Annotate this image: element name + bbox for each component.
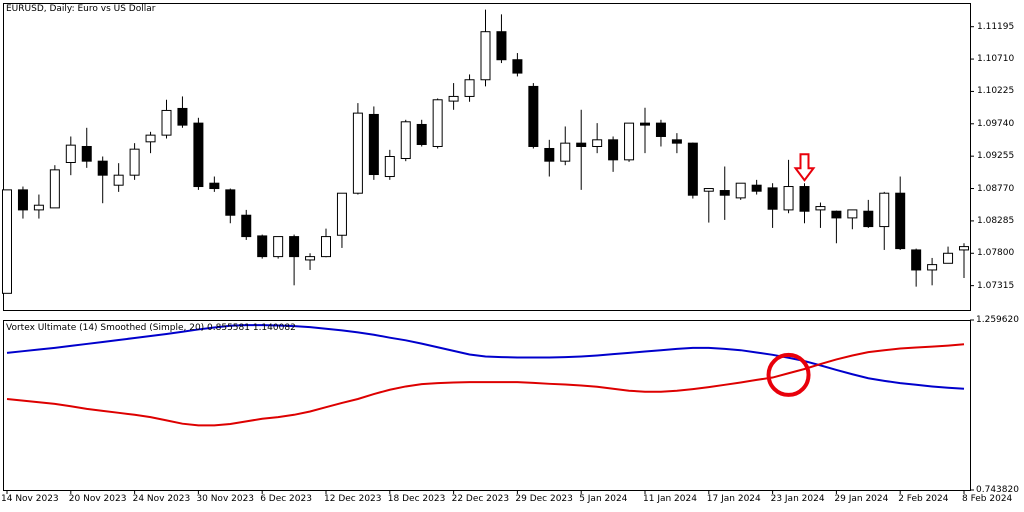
vortex-red-line bbox=[6, 343, 965, 427]
x-tick-label: 22 Dec 2023 bbox=[451, 494, 510, 504]
x-tick-label: 8 Feb 2024 bbox=[962, 494, 1013, 504]
oscillator-panel-frame bbox=[3, 320, 971, 491]
bullish-candle bbox=[33, 204, 44, 211]
bearish-candle bbox=[911, 249, 922, 271]
x-tick-label: 20 Nov 2023 bbox=[68, 494, 127, 504]
bullish-candle bbox=[161, 109, 172, 136]
bullish-candle bbox=[336, 192, 347, 236]
bearish-candle bbox=[544, 147, 555, 162]
x-tick-label: 24 Nov 2023 bbox=[132, 494, 191, 504]
x-tick-label: 29 Jan 2024 bbox=[834, 494, 889, 504]
price-y-tick-label: 1.08285 bbox=[977, 215, 1015, 226]
bullish-candle bbox=[943, 252, 954, 264]
bearish-candle bbox=[225, 189, 236, 216]
bearish-candle bbox=[241, 214, 252, 238]
bullish-candle bbox=[847, 209, 858, 219]
bullish-candle bbox=[113, 174, 124, 186]
bullish-candle bbox=[65, 144, 76, 164]
x-tick-label: 29 Dec 2023 bbox=[515, 494, 573, 504]
bullish-candle bbox=[305, 256, 316, 261]
x-tick-label: 30 Nov 2023 bbox=[196, 494, 255, 504]
bearish-candle bbox=[512, 59, 523, 74]
crossover-circle-icon bbox=[766, 352, 811, 397]
price-y-tick-label: 1.09740 bbox=[977, 118, 1015, 129]
bearish-candle bbox=[368, 113, 379, 176]
bearish-candle bbox=[687, 142, 698, 196]
price-y-tick-label: 1.07800 bbox=[977, 248, 1015, 259]
bearish-candle bbox=[640, 122, 650, 126]
bullish-candle bbox=[480, 31, 491, 81]
price-y-tick-label: 1.10710 bbox=[977, 54, 1015, 65]
x-tick-label: 6 Dec 2023 bbox=[260, 494, 312, 504]
bearish-candle bbox=[177, 107, 188, 126]
bullish-candle bbox=[352, 112, 363, 194]
bearish-candle bbox=[193, 122, 204, 188]
bearish-candle bbox=[496, 31, 507, 61]
price-y-tick-label: 1.07315 bbox=[977, 280, 1015, 291]
x-tick-label: 5 Jan 2024 bbox=[579, 494, 628, 504]
bullish-candle bbox=[735, 182, 746, 199]
bullish-candle bbox=[448, 95, 459, 102]
price-y-tick-label: 1.10225 bbox=[977, 86, 1015, 97]
bearish-candle bbox=[289, 236, 300, 258]
bullish-candle bbox=[145, 134, 156, 143]
bearish-candle bbox=[799, 186, 810, 212]
x-tick-label: 11 Jan 2024 bbox=[643, 494, 697, 504]
bullish-candle bbox=[2, 189, 12, 294]
bullish-candle bbox=[464, 79, 475, 97]
x-tick-label: 2 Feb 2024 bbox=[898, 494, 949, 504]
bearish-candle bbox=[257, 235, 268, 258]
oscillator-y-tick-label: 0.743820 bbox=[976, 485, 1019, 495]
bullish-candle bbox=[959, 246, 969, 251]
bullish-candle bbox=[927, 264, 938, 271]
bullish-candle bbox=[49, 169, 60, 209]
bearish-candle bbox=[895, 192, 906, 250]
bearish-candle bbox=[655, 122, 666, 137]
bearish-candle bbox=[831, 210, 842, 219]
x-tick-label: 18 Dec 2023 bbox=[387, 494, 446, 504]
bearish-candle bbox=[767, 187, 778, 210]
down-arrow-icon bbox=[793, 153, 816, 182]
bullish-candle bbox=[560, 142, 571, 162]
bullish-candle bbox=[400, 121, 411, 160]
price-y-tick-label: 1.08770 bbox=[977, 183, 1015, 194]
vortex-blue-line bbox=[6, 324, 965, 390]
bearish-candle bbox=[719, 190, 730, 196]
bearish-candle bbox=[81, 145, 92, 162]
bullish-candle bbox=[703, 188, 714, 192]
bearish-candle bbox=[17, 189, 28, 211]
x-tick-label: 23 Jan 2024 bbox=[770, 494, 825, 504]
oscillator-chart-title: Vortex Ultimate (14) Smoothed (Simple, 2… bbox=[6, 323, 296, 333]
bearish-candle bbox=[528, 85, 539, 147]
bullish-candle bbox=[273, 236, 284, 258]
bullish-candle bbox=[384, 156, 395, 178]
bullish-candle bbox=[592, 139, 603, 147]
bullish-candle bbox=[321, 236, 331, 258]
price-chart-title: EURUSD, Daily: Euro vs US Dollar bbox=[6, 4, 156, 14]
bullish-candle bbox=[879, 192, 890, 228]
price-panel-frame bbox=[3, 3, 971, 311]
x-tick-label: 12 Dec 2023 bbox=[324, 494, 382, 504]
bearish-candle bbox=[608, 139, 619, 161]
price-y-tick-label: 1.11195 bbox=[977, 21, 1015, 32]
price-y-tick-label: 1.09255 bbox=[977, 151, 1015, 162]
bullish-candle bbox=[624, 122, 635, 161]
bearish-candle bbox=[863, 210, 874, 228]
bearish-candle bbox=[209, 182, 220, 190]
bearish-candle bbox=[576, 142, 587, 147]
oscillator-y-tick-label: 1.259620 bbox=[976, 315, 1019, 325]
bearish-candle bbox=[97, 160, 108, 176]
bearish-candle bbox=[751, 184, 762, 192]
bearish-candle bbox=[671, 139, 682, 144]
bullish-candle bbox=[783, 186, 794, 211]
bearish-candle bbox=[416, 123, 427, 145]
bullish-candle bbox=[129, 148, 140, 176]
x-tick-label: 14 Nov 2023 bbox=[1, 494, 59, 504]
x-tick-label: 17 Jan 2024 bbox=[706, 494, 761, 504]
bullish-candle bbox=[432, 99, 443, 147]
bullish-candle bbox=[815, 206, 826, 211]
